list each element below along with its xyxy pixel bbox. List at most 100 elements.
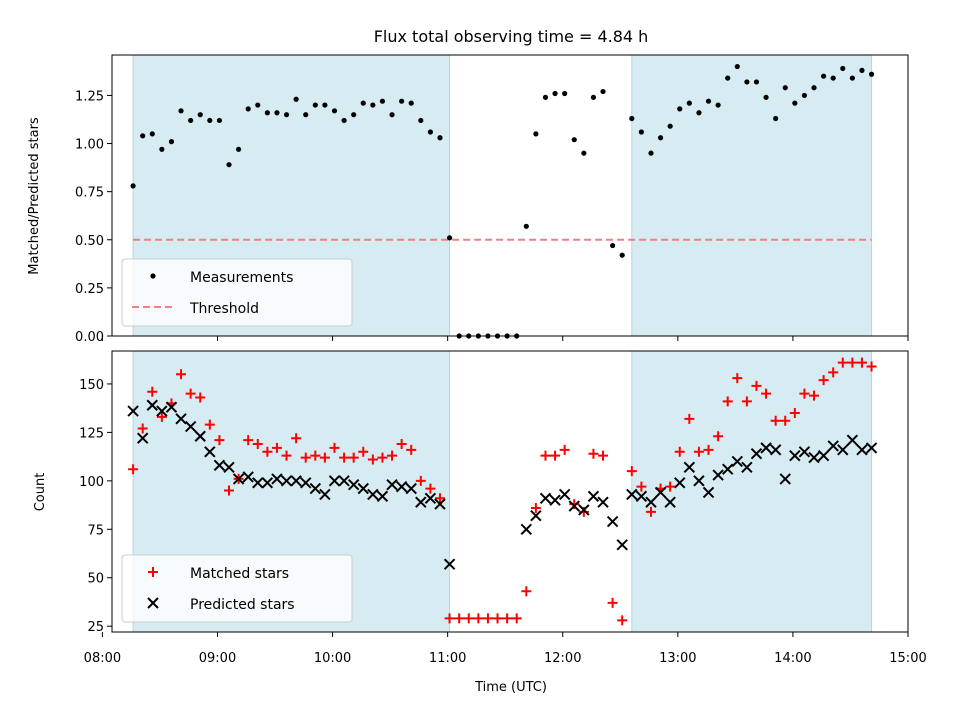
measurement-point (571, 137, 577, 143)
matched-star-point (319, 452, 330, 463)
predicted-star-point (146, 399, 158, 411)
matched-star-point (271, 442, 282, 453)
measurement-point (859, 67, 865, 73)
matched-star-point (741, 396, 752, 407)
measurement-point (523, 223, 529, 229)
matched-star-point (607, 597, 618, 608)
measurement-point (753, 79, 760, 85)
measurement-point (245, 106, 251, 112)
predicted-star-point (731, 455, 743, 468)
predicted-star-point (424, 492, 437, 504)
predicted-star-point (558, 488, 571, 501)
measurement-point (830, 75, 836, 81)
matched-star-point (224, 485, 235, 496)
measurement-point (379, 98, 386, 104)
matched-star-point (156, 411, 167, 422)
bottom-x-ticks: 08:00 09:00 10:00 11:00 12:00 13:00 14:00 15:00 (84, 632, 927, 666)
predicted-star-point (252, 477, 264, 489)
matched-star-point (252, 439, 263, 450)
predicted-star-point (213, 459, 226, 472)
measurement-point (303, 112, 309, 118)
top-axes-frame (111, 54, 909, 337)
matched-star-point (425, 483, 436, 494)
matched-star-point (847, 357, 858, 368)
predicted-star-point (712, 469, 724, 481)
predicted-star-point (626, 488, 638, 501)
measurement-point (207, 117, 213, 124)
predicted-star-point (127, 405, 139, 417)
measurement-point (331, 108, 338, 114)
y-tick-label: 0.25 (75, 282, 104, 297)
matched-star-point (828, 367, 839, 378)
matched-star-point (214, 435, 225, 446)
matched-star-point (204, 419, 215, 430)
matched-star-point (693, 446, 704, 457)
measurement-point (341, 117, 347, 124)
measurement-point (849, 75, 855, 81)
predicted-star-point (520, 523, 533, 535)
x-tick-label: 10:00 (314, 651, 351, 666)
matched-star-point (703, 444, 714, 455)
measurement-point (360, 100, 366, 106)
predicted-star-point (635, 490, 648, 503)
measurement-point (293, 96, 299, 102)
measurement-point (629, 115, 635, 122)
predicted-star-point (721, 463, 734, 475)
predicted-star-point (357, 482, 369, 495)
matched-star-point (406, 444, 417, 455)
measurement-point (821, 73, 827, 79)
predicted-star-point (232, 473, 245, 485)
predicted-star-point (261, 477, 274, 489)
measurement-point (351, 112, 357, 118)
top-x-ticks (101, 336, 909, 341)
y-tick-label: 1.00 (75, 138, 104, 153)
y-tick-label: 150 (79, 378, 104, 393)
x-tick-label: 12:00 (544, 651, 581, 666)
predicted-star-point (837, 444, 849, 456)
predicted-star-point (827, 440, 839, 452)
matched-star-point (732, 373, 743, 384)
predicted-star-point (319, 488, 331, 501)
x-tick-label: 14:00 (774, 651, 811, 666)
matched-star-point (262, 446, 273, 457)
measurement-point (149, 131, 155, 137)
predicted-star-point (376, 490, 389, 503)
matched-star-point (473, 613, 484, 624)
measurement-point (696, 110, 702, 116)
matched-star-point (243, 435, 254, 446)
predicted-star-point (654, 486, 667, 499)
predicted-star-point (223, 461, 235, 473)
measurement-point (255, 102, 261, 108)
measurement-point (657, 135, 664, 141)
measurement-point (562, 90, 568, 97)
predicted-star-point (549, 494, 561, 506)
measurement-point (159, 146, 165, 152)
matched-star-point (665, 481, 676, 492)
predicted-star-point (568, 500, 580, 512)
predicted-star-point (779, 473, 791, 485)
measurement-point (322, 102, 328, 108)
observing-interval (631, 54, 873, 337)
y-tick-label: 125 (79, 426, 104, 441)
matched-star-point (598, 450, 609, 461)
predicted-star-point (674, 477, 686, 489)
measurement-point (130, 183, 136, 189)
predicted-star-point (693, 475, 705, 487)
matched-star-point (722, 396, 733, 407)
matched-star-point (837, 357, 848, 368)
measurement-point (600, 88, 606, 95)
matched-star-point (626, 466, 637, 477)
measurement-point (418, 117, 424, 124)
predicted-star-point (386, 479, 398, 491)
predicted-star-point (798, 446, 811, 458)
measurement-point (677, 106, 683, 112)
matched-star-point (367, 454, 378, 465)
predicted-star-point (156, 405, 168, 417)
matched-star-point (463, 613, 474, 624)
top-y-axis-label: Matched/Predicted stars (27, 117, 42, 275)
predicted-star-point (405, 482, 417, 495)
matched-star-point (617, 615, 628, 626)
predicted-star-point (760, 442, 772, 454)
measurement-point (715, 102, 721, 108)
